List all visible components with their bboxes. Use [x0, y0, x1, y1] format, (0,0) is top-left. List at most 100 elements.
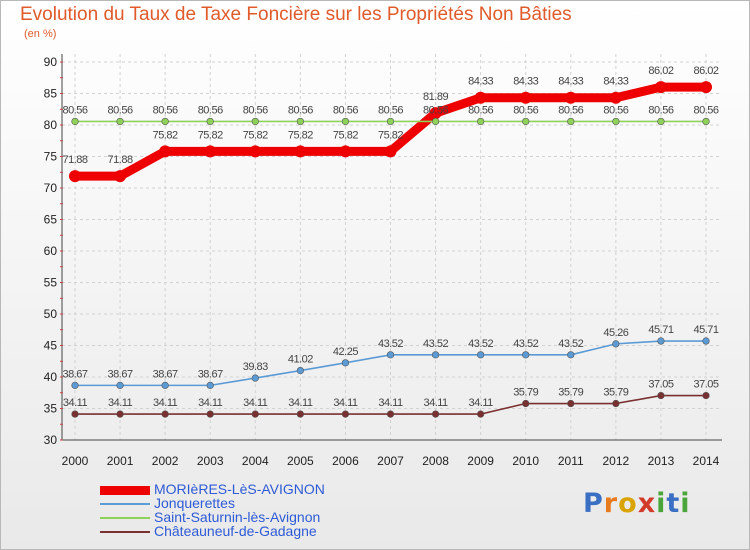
- data-label: 38.67: [62, 368, 87, 380]
- data-point: [341, 117, 350, 126]
- x-tick-label: 2009: [467, 454, 494, 468]
- data-label: 75.82: [153, 129, 178, 141]
- legend-swatch: [100, 485, 150, 495]
- legend-label: Châteauneuf-de-Gadagne: [154, 523, 317, 539]
- logo-letter: t: [666, 488, 681, 519]
- data-label: 80.56: [198, 104, 223, 116]
- logo-letter: r: [603, 488, 619, 519]
- data-label: 80.56: [288, 104, 313, 116]
- data-point: [431, 410, 440, 418]
- data-label: 84.33: [513, 76, 538, 88]
- data-point: [522, 399, 530, 408]
- data-label: 34.11: [423, 397, 448, 409]
- data-point: [657, 391, 665, 400]
- data-point: [161, 410, 169, 418]
- data-label: 41.02: [288, 354, 313, 366]
- data-label: 38.67: [153, 368, 178, 380]
- data-point: [702, 117, 710, 126]
- data-point: [657, 117, 665, 126]
- data-point: [161, 117, 169, 126]
- data-point: [700, 81, 712, 94]
- data-label: 45.71: [693, 324, 718, 336]
- data-point: [522, 351, 530, 359]
- y-tick-label: 70: [44, 181, 58, 195]
- y-tick-label: 50: [44, 307, 58, 321]
- data-label: 84.33: [468, 76, 493, 88]
- data-label: 35.79: [603, 387, 628, 399]
- y-tick-label: 40: [44, 370, 58, 384]
- data-label: 34.11: [243, 397, 268, 409]
- data-label: 80.56: [153, 104, 178, 116]
- data-point: [161, 381, 169, 389]
- chart-plot: 30 35 40 45 50 55 60 65 70 75 80 85 90 2000 2001 2002 20…: [44, 54, 722, 468]
- data-point: [251, 410, 259, 418]
- data-point: [386, 117, 395, 126]
- data-label: 43.52: [513, 338, 538, 350]
- x-tick-label: 2006: [332, 454, 359, 468]
- data-point: [609, 91, 622, 104]
- y-tick-label: 30: [44, 433, 58, 447]
- data-label: 34.11: [469, 397, 494, 409]
- x-tick-label: 2003: [197, 454, 224, 468]
- logo-letter: i: [656, 488, 667, 519]
- data-point: [567, 399, 575, 408]
- data-point: [474, 91, 487, 104]
- data-point: [702, 337, 710, 345]
- data-label: 84.33: [603, 76, 628, 88]
- data-label: 34.11: [153, 397, 178, 409]
- data-point: [339, 145, 352, 158]
- x-tick-label: 2005: [287, 454, 314, 468]
- y-tick-label: 60: [44, 244, 58, 258]
- data-label: 38.67: [108, 368, 133, 380]
- logo-letter: i: [680, 488, 691, 519]
- data-point: [251, 374, 259, 382]
- logo-letter: o: [618, 488, 638, 519]
- data-label: 43.52: [468, 338, 493, 350]
- data-point: [71, 410, 79, 418]
- data-label: 71.88: [62, 154, 87, 166]
- x-tick-label: 2007: [377, 454, 404, 468]
- data-label: 75.82: [333, 129, 358, 141]
- data-point: [204, 145, 217, 158]
- data-label: 39.83: [243, 361, 268, 373]
- data-label: 80.56: [513, 104, 538, 116]
- data-point: [612, 117, 620, 126]
- data-point: [519, 91, 532, 104]
- data-point: [431, 117, 440, 126]
- data-point: [296, 366, 304, 375]
- legend-swatch: [100, 503, 150, 505]
- legend-swatch: [100, 531, 150, 533]
- proxiti-logo: Proxiti: [583, 488, 691, 519]
- x-tick-label: 2002: [152, 454, 179, 468]
- data-point: [522, 117, 530, 126]
- unit-label: (en %): [24, 28, 57, 40]
- data-label: 35.79: [513, 387, 538, 399]
- data-point: [251, 117, 259, 126]
- data-point: [431, 351, 440, 359]
- data-point: [702, 391, 710, 400]
- data-label: 34.11: [333, 397, 358, 409]
- data-point: [657, 337, 665, 345]
- data-label: 86.02: [693, 65, 718, 77]
- data-label: 34.11: [378, 397, 403, 409]
- data-label: 80.56: [333, 104, 358, 116]
- y-tick-label: 55: [44, 276, 58, 290]
- data-label: 42.25: [333, 346, 358, 358]
- data-label: 80.56: [603, 104, 628, 116]
- data-point: [386, 410, 395, 418]
- data-label: 37.05: [648, 379, 673, 391]
- data-label: 75.82: [288, 129, 313, 141]
- data-point: [294, 145, 307, 158]
- data-label: 34.11: [198, 397, 223, 409]
- data-point: [114, 170, 127, 183]
- data-label: 80.56: [693, 104, 718, 116]
- legend-label: Jonquerettes: [154, 495, 235, 511]
- y-tick-label: 45: [44, 339, 58, 353]
- data-point: [567, 351, 575, 359]
- x-tick-label: 2013: [648, 454, 675, 468]
- data-label: 80.56: [108, 104, 133, 116]
- data-label: 34.11: [108, 397, 133, 409]
- x-tick-label: 2008: [422, 454, 449, 468]
- data-point: [116, 410, 124, 418]
- data-label: 81.89: [423, 91, 448, 103]
